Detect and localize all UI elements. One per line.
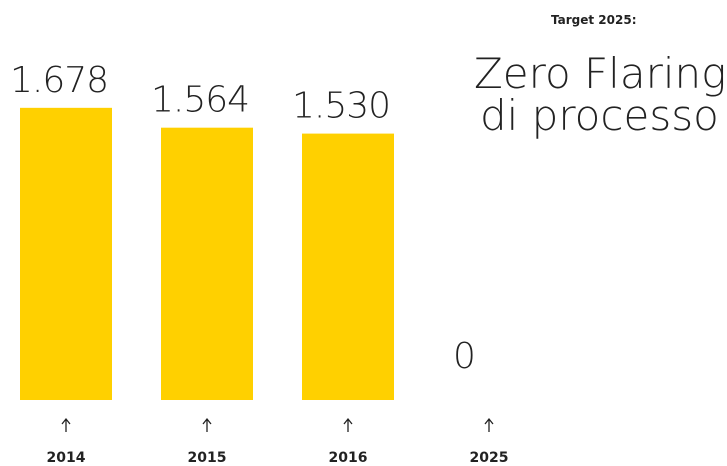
title-line: di processo bbox=[480, 91, 719, 140]
bar bbox=[161, 127, 253, 401]
arrow-icon bbox=[61, 417, 71, 432]
bar bbox=[302, 133, 394, 400]
arrow-icon bbox=[343, 417, 353, 432]
x-tick-label: 2015 bbox=[188, 450, 227, 466]
x-tick-label: 2014 bbox=[47, 450, 86, 466]
x-tick-label: 2016 bbox=[329, 450, 368, 466]
x-tick-label: 2025 bbox=[470, 450, 509, 466]
value-label: 1.530 bbox=[292, 86, 390, 127]
target-label: Target 2025: bbox=[551, 13, 637, 27]
value-label: 0 bbox=[453, 336, 475, 377]
arrow-icon bbox=[484, 417, 494, 432]
bar bbox=[20, 107, 112, 400]
title-line: Zero Flaring bbox=[474, 49, 726, 98]
arrow-icon bbox=[202, 417, 212, 432]
value-label: 1.678 bbox=[10, 60, 108, 101]
value-label: 1.564 bbox=[151, 80, 249, 121]
